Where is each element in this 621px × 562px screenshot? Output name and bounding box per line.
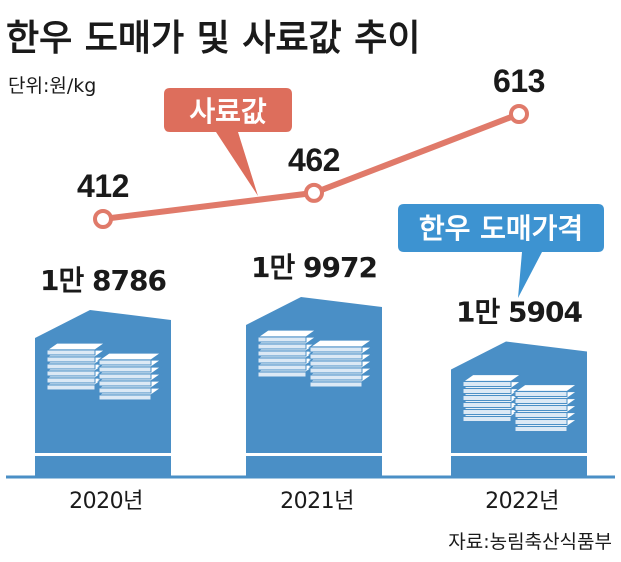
paper-stack-0-right: [97, 352, 163, 401]
x-axis-ticks: 2020년 2021년 2022년: [69, 489, 559, 514]
line-point: [304, 182, 324, 203]
bar-floor-stripe-0: [35, 453, 171, 456]
line-point: [509, 104, 529, 124]
bar-value-label: 1만 8786: [40, 264, 166, 297]
chart-title: 한우 도매가 및 사료값 추이: [6, 18, 420, 59]
feed-price-line-layer: 412 462 613: [77, 63, 545, 229]
bar-value-label: 1만 5904: [456, 296, 582, 329]
wholesale-price-badge-label: 한우 도매가격: [419, 212, 583, 245]
paper-stack-2-left: [461, 373, 523, 423]
source-note: 자료:농림축산식품부: [448, 531, 612, 553]
line-point: [93, 209, 113, 229]
feed-price-badge-label: 사료값: [189, 95, 267, 128]
x-tick-label: 2020년: [69, 489, 143, 514]
bar-floor-stripe-2: [451, 453, 587, 456]
bar-floor-stripe-1: [246, 453, 382, 456]
bar-value-labels: 1만 8786 1만 9972 1만 5904: [40, 251, 583, 329]
feed-price-badge: 사료값: [164, 88, 292, 196]
paper-stack-2-right: [513, 383, 579, 433]
paper-stack-1-left: [256, 329, 318, 378]
line-value-label: 412: [77, 168, 129, 204]
line-value-label: 462: [288, 142, 340, 178]
bar-layer: [35, 297, 587, 477]
unit-label: 단위:원/kg: [8, 75, 96, 97]
wholesale-price-badge: 한우 도매가격: [398, 204, 604, 298]
bar-value-label: 1만 9972: [251, 251, 377, 284]
x-tick-label: 2021년: [280, 489, 354, 514]
paper-stack-1-right: [308, 339, 374, 388]
x-tick-label: 2022년: [485, 489, 559, 514]
line-value-label: 613: [493, 63, 545, 99]
paper-stack-0-left: [45, 342, 107, 391]
